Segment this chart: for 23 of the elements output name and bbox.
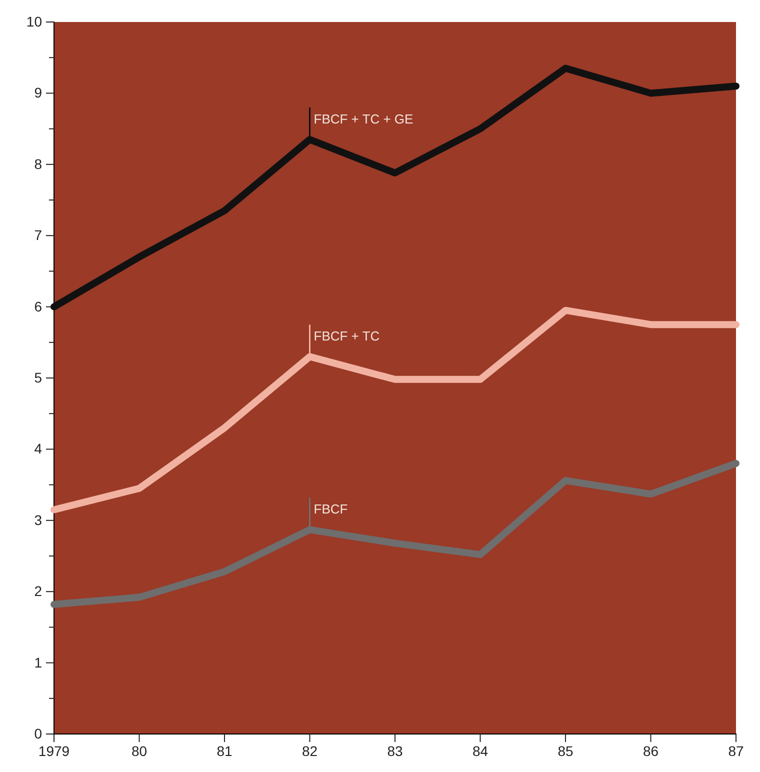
y-tick-label: 2 <box>34 583 42 600</box>
x-tick-label: 80 <box>131 742 148 759</box>
y-tick-label: 6 <box>34 298 42 314</box>
series-label: FBCF <box>314 502 348 517</box>
y-tick-label: 5 <box>34 369 42 386</box>
x-tick-label: 84 <box>472 742 488 759</box>
y-tick-label: 7 <box>34 227 42 244</box>
y-tick-label: 8 <box>34 156 42 172</box>
series-label: FBCF + TC + GE <box>314 111 414 126</box>
x-tick-label: 85 <box>558 742 574 759</box>
y-tick-label: 0 <box>34 725 42 742</box>
y-tick-label: 3 <box>34 512 42 528</box>
x-tick-label: 83 <box>387 742 403 759</box>
x-tick-label: 87 <box>728 742 744 759</box>
x-tick-label: 81 <box>216 742 232 759</box>
x-tick-label: 86 <box>642 742 659 759</box>
x-tick-label: 1979 <box>38 742 70 759</box>
y-tick-label: 9 <box>34 84 42 101</box>
y-tick-label: 4 <box>34 440 42 457</box>
series-label: FBCF + TC <box>314 328 380 344</box>
x-tick-label: 82 <box>302 742 318 759</box>
y-tick-label: 10 <box>26 13 42 30</box>
y-tick-label: 1 <box>34 654 42 670</box>
